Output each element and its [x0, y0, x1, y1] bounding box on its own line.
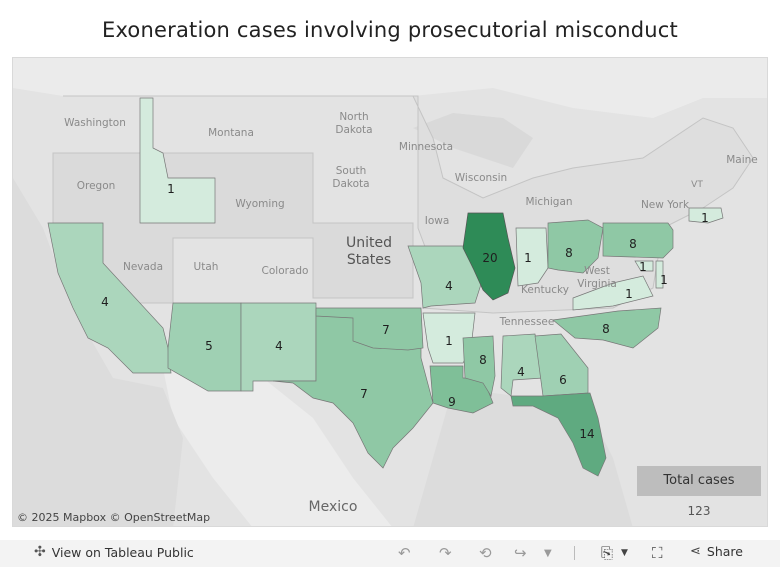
state-maryland[interactable] — [634, 260, 654, 272]
state-indiana[interactable] — [515, 227, 549, 287]
map-attribution[interactable]: © 2025 Mapbox © OpenStreetMap — [17, 511, 211, 524]
value-texas: 7 — [360, 387, 368, 401]
state-georgia[interactable] — [534, 333, 589, 397]
label-new-york: New York — [641, 199, 690, 211]
label-oregon: Oregon — [77, 180, 116, 192]
tableau-toolbar: ✣ View on Tableau Public ↶ ↷ ⟲ ↪ ▼ ⎘ ▼ ⛶… — [0, 540, 780, 567]
chart-title: Exoneration cases involving prosecutoria… — [101, 18, 678, 42]
state-illinois[interactable] — [462, 212, 516, 301]
value-north-carolina: 8 — [602, 322, 610, 336]
share-icon: ⋖ — [690, 544, 701, 559]
value-maryland: 1 — [639, 260, 647, 274]
download-dropdown-icon[interactable]: ▼ — [621, 548, 628, 558]
share-label: Share — [706, 544, 743, 559]
value-idaho: 1 — [167, 182, 175, 196]
value-mississippi: 8 — [479, 353, 487, 367]
state-ohio[interactable] — [547, 219, 604, 274]
share-button[interactable]: ⋖ Share — [690, 544, 743, 559]
label-utah: Utah — [194, 261, 219, 273]
state-mississippi[interactable] — [462, 335, 496, 397]
label-wyoming: Wyoming — [235, 198, 284, 210]
canada-land — [13, 58, 767, 118]
label-united-states-2: States — [347, 252, 391, 268]
view-on-tableau-public-button[interactable]: ✣ View on Tableau Public — [34, 544, 194, 560]
label-vermont: VT — [691, 180, 703, 190]
label-montana: Montana — [208, 127, 254, 139]
label-west-virginia-1: West — [584, 265, 610, 277]
label-iowa: Iowa — [425, 215, 450, 227]
tableau-logo-icon: ✣ — [34, 544, 46, 560]
label-colorado: Colorado — [262, 265, 309, 277]
value-illinois: 20 — [482, 251, 497, 265]
value-virginia: 1 — [625, 287, 633, 301]
pacific-ocean — [13, 178, 183, 526]
legend-value: 123 — [687, 504, 711, 518]
label-kentucky: Kentucky — [521, 284, 569, 296]
undo-icon[interactable]: ↶ — [398, 544, 411, 562]
label-south-dakota-1: South — [336, 165, 367, 177]
value-massachusetts: 1 — [701, 211, 709, 225]
state-massachusetts[interactable] — [688, 207, 724, 224]
label-tennessee: Tennessee — [499, 316, 555, 328]
value-pennsylvania: 8 — [629, 237, 637, 251]
value-california: 4 — [101, 295, 109, 309]
value-arkansas: 1 — [445, 334, 453, 348]
label-maine: Maine — [726, 154, 758, 166]
map-view[interactable]: Washington Oregon Montana North Dakota S… — [12, 57, 768, 527]
state-oklahoma[interactable] — [315, 307, 424, 351]
redo-icon[interactable]: ↷ — [439, 544, 452, 562]
state-north-carolina[interactable] — [552, 307, 662, 349]
state-pennsylvania[interactable] — [602, 222, 674, 259]
value-new-mexico: 4 — [275, 339, 283, 353]
label-west-virginia-2: Virginia — [577, 278, 617, 290]
value-oklahoma: 7 — [382, 323, 390, 337]
map-canvas[interactable]: Washington Oregon Montana North Dakota S… — [13, 58, 768, 527]
value-missouri: 4 — [445, 279, 453, 293]
state-new-mexico[interactable] — [240, 302, 317, 392]
toolbar-divider — [574, 546, 575, 560]
value-florida: 14 — [579, 427, 594, 441]
view-on-tableau-public-label: View on Tableau Public — [51, 544, 194, 560]
state-arkansas[interactable] — [422, 312, 476, 364]
state-california[interactable] — [47, 222, 172, 374]
label-minnesota: Minnesota — [399, 141, 453, 153]
legend-title: Total cases — [637, 466, 761, 496]
value-indiana: 1 — [524, 251, 532, 265]
download-icon[interactable]: ⎘ — [601, 544, 614, 562]
state-louisiana[interactable] — [429, 365, 494, 414]
mexico-land — [163, 368, 392, 526]
label-united-states-1: United — [346, 235, 392, 251]
label-nevada: Nevada — [123, 261, 163, 273]
state-florida[interactable] — [510, 392, 607, 477]
value-alabama: 4 — [517, 365, 525, 379]
label-mexico: Mexico — [309, 499, 358, 515]
state-idaho[interactable] — [139, 97, 216, 224]
state-delaware[interactable] — [655, 260, 664, 289]
value-louisiana: 9 — [448, 395, 456, 409]
label-michigan: Michigan — [525, 196, 572, 208]
label-south-dakota-2: Dakota — [332, 178, 369, 190]
fullscreen-icon[interactable]: ⛶ — [652, 544, 663, 562]
value-delaware: 1 — [660, 273, 668, 287]
revert-icon[interactable]: ⟲ — [479, 544, 492, 562]
refresh-icon[interactable]: ↪ — [514, 544, 527, 562]
state-virginia[interactable] — [572, 275, 654, 311]
label-wisconsin: Wisconsin — [455, 172, 507, 184]
value-arizona: 5 — [205, 339, 213, 353]
chevron-down-icon[interactable]: ▼ — [544, 548, 552, 559]
label-washington: Washington — [64, 117, 126, 129]
value-ohio: 8 — [565, 246, 573, 260]
state-alabama[interactable] — [500, 333, 544, 397]
value-georgia: 6 — [559, 373, 567, 387]
label-north-dakota-1: North — [339, 111, 368, 123]
great-lakes — [413, 113, 533, 168]
label-north-dakota-2: Dakota — [335, 124, 372, 136]
